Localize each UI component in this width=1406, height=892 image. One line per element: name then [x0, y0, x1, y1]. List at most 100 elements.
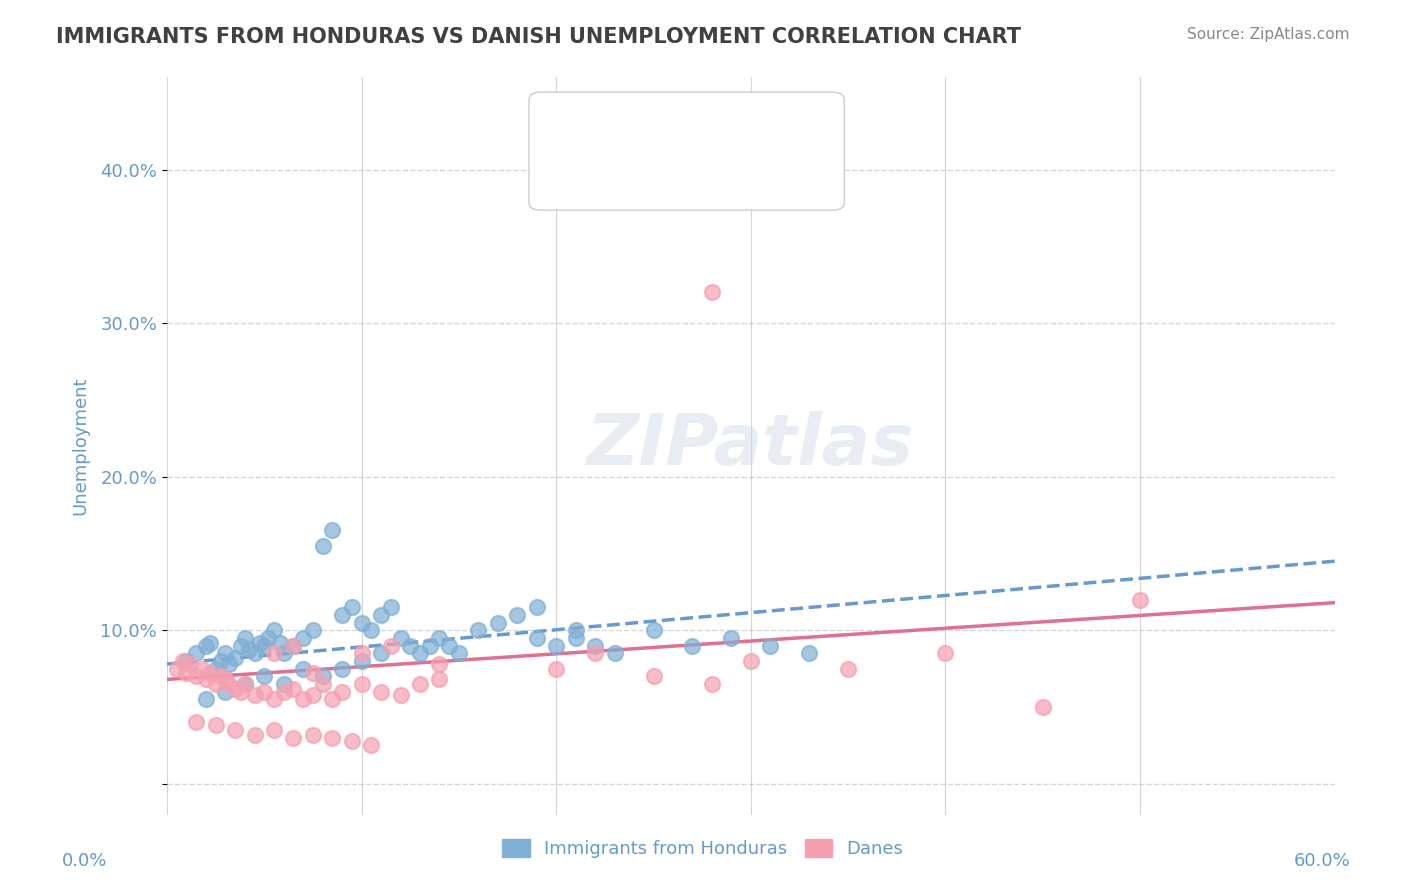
Point: [243, 646, 266, 660]
Point: [360, 739, 382, 753]
Point: [429, 631, 451, 645]
Point: [399, 639, 422, 653]
Point: [211, 654, 233, 668]
Point: [643, 669, 665, 683]
Point: [283, 639, 305, 653]
Point: [176, 654, 198, 668]
Point: [506, 607, 529, 622]
Point: [253, 684, 276, 698]
Point: [330, 607, 353, 622]
Point: [283, 681, 305, 696]
Point: [546, 662, 568, 676]
Point: [321, 692, 343, 706]
Point: [370, 646, 392, 660]
Point: [380, 639, 402, 653]
Point: [214, 646, 236, 660]
Point: [233, 677, 256, 691]
Point: [224, 723, 246, 737]
Point: [447, 646, 470, 660]
Point: [799, 646, 821, 660]
Point: [700, 677, 723, 691]
Point: [419, 639, 441, 653]
Point: [194, 673, 217, 687]
Point: [302, 728, 325, 742]
Point: [233, 677, 256, 691]
Point: [437, 639, 460, 653]
Point: [321, 524, 343, 538]
Point: [302, 624, 325, 638]
Point: [340, 600, 363, 615]
Legend: R = 0.251   N = 62, R = 0.203   N = 57: R = 0.251 N = 62, R = 0.203 N = 57: [558, 95, 804, 161]
Point: [583, 646, 606, 660]
Point: [720, 631, 742, 645]
Point: [321, 731, 343, 745]
Point: [214, 673, 236, 687]
Point: [218, 657, 240, 671]
Point: [198, 635, 221, 649]
Point: [583, 639, 606, 653]
Point: [263, 624, 285, 638]
Point: [273, 677, 295, 691]
Point: [389, 688, 412, 702]
Point: [837, 662, 859, 676]
Point: [643, 624, 665, 638]
Point: [564, 624, 586, 638]
Text: IMMIGRANTS FROM HONDURAS VS DANISH UNEMPLOYMENT CORRELATION CHART: IMMIGRANTS FROM HONDURAS VS DANISH UNEMP…: [56, 27, 1021, 46]
Point: [229, 639, 252, 653]
Point: [224, 681, 246, 696]
Point: [311, 677, 333, 691]
Point: [179, 657, 201, 671]
Point: [238, 641, 260, 656]
Point: [204, 677, 226, 691]
Point: [370, 607, 392, 622]
Point: [380, 600, 402, 615]
Point: [191, 662, 214, 676]
Point: [243, 688, 266, 702]
Point: [273, 684, 295, 698]
Point: [409, 646, 432, 660]
Point: [700, 285, 723, 300]
Point: [172, 654, 194, 668]
Point: [603, 646, 626, 660]
Point: [759, 639, 782, 653]
Point: [564, 631, 586, 645]
Point: [350, 654, 373, 668]
Point: [429, 657, 451, 671]
Point: [186, 669, 208, 683]
Point: [283, 639, 305, 653]
Point: [204, 662, 226, 676]
Point: [233, 631, 256, 645]
Point: [249, 635, 271, 649]
Point: [546, 639, 568, 653]
Text: 60.0%: 60.0%: [1294, 852, 1350, 870]
Point: [263, 723, 285, 737]
Point: [467, 624, 489, 638]
Point: [302, 688, 325, 702]
Point: [257, 631, 280, 645]
Point: [204, 718, 226, 732]
Point: [1129, 592, 1152, 607]
Point: [194, 692, 217, 706]
Point: [292, 662, 315, 676]
Point: [211, 669, 233, 683]
Point: [409, 677, 432, 691]
Text: 0.0%: 0.0%: [62, 852, 107, 870]
Point: [526, 631, 548, 645]
Point: [360, 624, 382, 638]
Point: [311, 539, 333, 553]
Point: [350, 615, 373, 630]
Point: [229, 684, 252, 698]
Point: [330, 662, 353, 676]
Point: [934, 646, 956, 660]
Point: [740, 654, 762, 668]
Point: [389, 631, 412, 645]
Point: [330, 684, 353, 698]
Y-axis label: Unemployment: Unemployment: [72, 376, 89, 516]
Point: [682, 639, 704, 653]
Point: [1032, 700, 1054, 714]
Point: [166, 662, 188, 676]
Point: [370, 684, 392, 698]
Point: [224, 651, 246, 665]
Point: [350, 646, 373, 660]
Point: [292, 631, 315, 645]
